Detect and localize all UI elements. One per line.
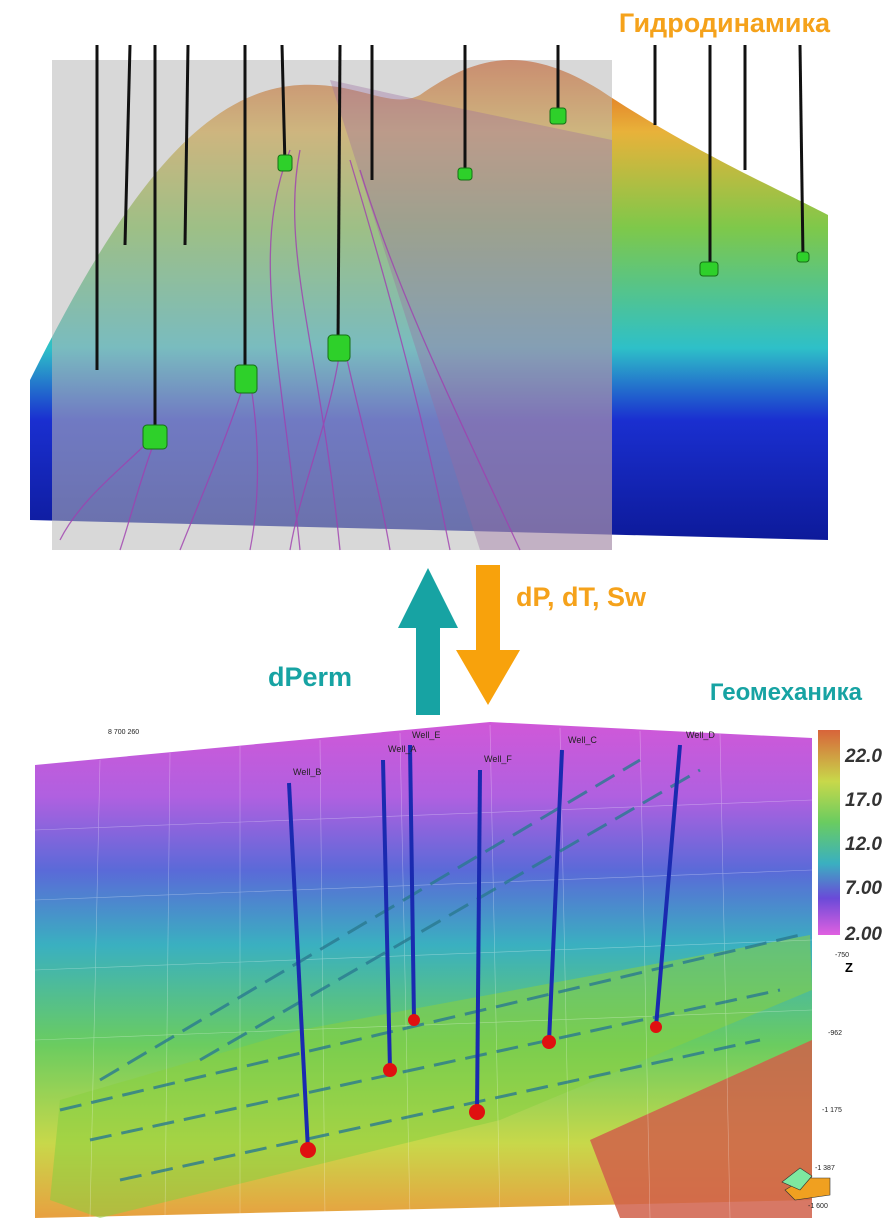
z-tick: -1 600 (808, 1203, 828, 1210)
well-label: Well_F (484, 754, 512, 764)
hydro-model (30, 45, 828, 550)
up-label: dPerm (268, 662, 352, 692)
colorbar-label: 12.0 (845, 834, 882, 855)
down-label: dP, dT, Sw (516, 582, 647, 612)
z-tick: -1 175 (822, 1107, 842, 1114)
colorbar-label: 2.00 (844, 924, 882, 945)
well-label: Well_E (412, 730, 440, 740)
arrow-down (456, 565, 520, 705)
colorbar-label: 17.0 (845, 790, 882, 811)
z-tick: -1 387 (815, 1165, 835, 1172)
figure: Гидродинамика dP, dT, Sw dPerm Геомехани… (0, 0, 892, 1218)
hydro-title: Гидродинамика (619, 8, 831, 38)
arrows (398, 565, 520, 715)
geo-model (35, 722, 840, 1218)
z-tick: -750 (835, 952, 849, 959)
well-label: Well_D (686, 730, 715, 740)
z-axis-label: Z (845, 960, 853, 975)
colorbar-label: 7.00 (845, 878, 882, 899)
page: Гидродинамика dP, dT, Sw dPerm Геомехани… (0, 0, 892, 1218)
well-label: Well_B (293, 767, 321, 777)
well-label: Well_C (568, 735, 597, 745)
colorbar-label: 22.0 (844, 746, 882, 767)
z-tick: -962 (828, 1030, 842, 1037)
well-label: Well_A (388, 744, 416, 754)
geo-title: Геомеханика (710, 679, 863, 706)
colorbar (818, 730, 840, 935)
arrow-up (398, 568, 458, 715)
coordinate-label: 8 700 260 (108, 729, 139, 736)
